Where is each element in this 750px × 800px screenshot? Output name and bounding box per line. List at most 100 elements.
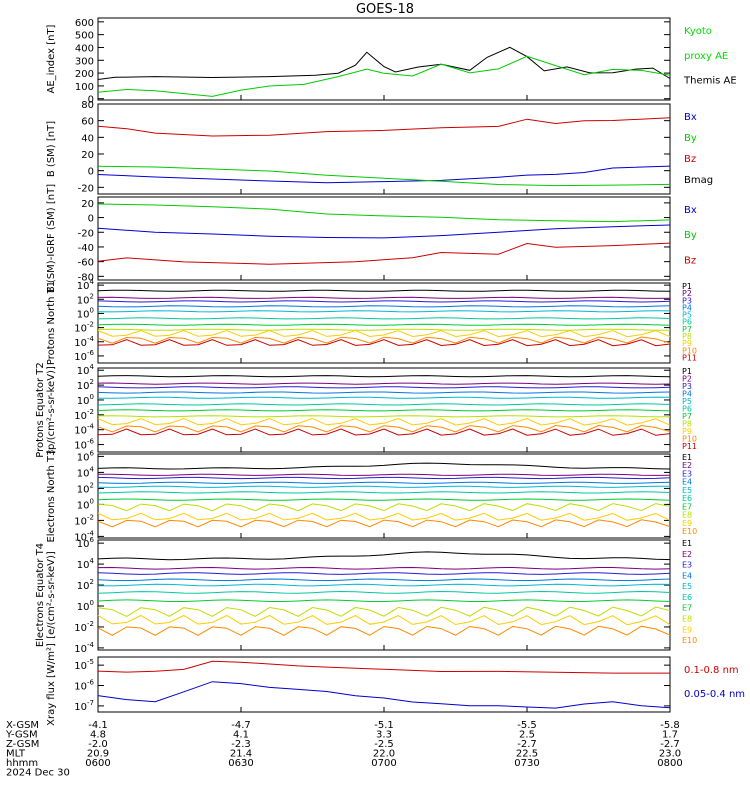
- legend-label: E9: [682, 625, 692, 634]
- x-axis-value: 4.1: [233, 730, 249, 741]
- series-line: [97, 117, 671, 137]
- legend-label: 0.05-0.4 nm: [684, 689, 745, 700]
- x-axis-value: 4.8: [90, 730, 106, 741]
- series-line: [97, 224, 671, 239]
- legend-label: E10: [682, 636, 697, 645]
- legend-label: P3: [682, 382, 692, 391]
- legend-label: E4: [682, 478, 692, 487]
- y-axis-label: Xray flux [W/m²]: [46, 643, 57, 726]
- series-line: [97, 382, 671, 385]
- y-tick-label: 20: [81, 199, 94, 210]
- legend-label: E8: [682, 614, 692, 623]
- series-line: [97, 551, 671, 561]
- y-tick-label: 600: [75, 18, 94, 29]
- legend-label: E1: [682, 539, 692, 548]
- y-tick-exponent: 4: [90, 465, 95, 473]
- series-line: [97, 336, 671, 344]
- panel-frame: [97, 103, 671, 195]
- y-tick-exponent: 6: [90, 449, 95, 457]
- y-tick-label: 10-4: [74, 335, 94, 349]
- y-tick-exponent: -2: [87, 408, 94, 416]
- legend-label: E2: [682, 461, 692, 470]
- legend-label: P7: [682, 412, 692, 421]
- x-axis-value: -2.5: [374, 739, 394, 750]
- y-tick-exponent: -6: [87, 679, 95, 687]
- panel-frame: [97, 539, 671, 651]
- y-tick-label: 100: [77, 306, 94, 320]
- y-axis-label: B (SM) [nT]: [46, 121, 57, 177]
- x-axis-row-label: MLT: [6, 749, 26, 760]
- x-axis-value: 23.0: [659, 749, 681, 760]
- legend-label: P3: [682, 296, 692, 305]
- y-tick-label: 20: [81, 150, 94, 161]
- y-tick-label: 10-5: [74, 658, 94, 672]
- series-line: [97, 386, 671, 389]
- series-line: [97, 485, 671, 488]
- x-axis-value: -4.1: [88, 720, 108, 731]
- y-tick-label: 100: [75, 82, 94, 93]
- y-tick-label: 10-4: [74, 641, 94, 655]
- y-tick-exponent: -7: [87, 699, 94, 707]
- y-tick-exponent: 6: [90, 536, 95, 544]
- y-tick-label: 102: [77, 578, 94, 592]
- series-line: [97, 300, 671, 303]
- series-line: [97, 391, 671, 394]
- series-line: [97, 583, 671, 587]
- y-tick-label: 500: [75, 31, 94, 42]
- series-line: [97, 476, 671, 480]
- x-axis-value: 0700: [371, 758, 396, 769]
- legend-label: Kyoto: [684, 26, 712, 37]
- legend-label: Bx: [684, 205, 697, 216]
- y-tick-exponent: -2: [87, 321, 94, 329]
- x-axis-value: 20.9: [87, 749, 109, 760]
- panel-7: 106 104 102 100 10-2 10-4 Electrons Equator T4…: [35, 536, 697, 655]
- y-tick-label: 100: [77, 393, 94, 407]
- y-tick-label: 100: [77, 497, 94, 511]
- x-axis-value: 22.0: [373, 749, 395, 760]
- legend-label: E6: [682, 494, 692, 503]
- y-axis-label: AE_index [nT]: [46, 24, 57, 93]
- x-axis-row-label: hhmm: [6, 758, 38, 769]
- y-tick-exponent: -6: [87, 438, 95, 446]
- x-axis-value: 1.7: [662, 730, 678, 741]
- legend-label: E8: [682, 511, 692, 520]
- x-axis-value: -5.5: [517, 720, 537, 731]
- y-tick-label: 10-2: [74, 408, 94, 422]
- x-axis-value: -4.7: [231, 720, 251, 731]
- y-tick-exponent: -4: [87, 335, 95, 343]
- y-tick-label: 102: [77, 378, 94, 392]
- series-line: [97, 578, 671, 582]
- x-axis-value: 3.3: [376, 730, 392, 741]
- legend-label: E4: [682, 571, 692, 580]
- y-axis-label: Electrons Equator T4: [35, 543, 46, 647]
- y-tick-exponent: 0: [90, 306, 94, 314]
- legend-label: P11: [682, 353, 697, 362]
- x-axis-value: -2.3: [231, 739, 251, 750]
- y-tick-label: 60: [81, 117, 94, 128]
- legend-label: P1: [682, 367, 692, 376]
- legend-label: P1: [682, 282, 692, 291]
- series-line: [97, 409, 671, 412]
- y-tick-exponent: 2: [90, 378, 94, 386]
- y-tick-exponent: -4: [87, 641, 95, 649]
- y-tick-label: 10-4: [74, 423, 94, 437]
- legend-label: P4: [682, 303, 692, 312]
- y-tick-exponent: 2: [90, 578, 94, 586]
- panel-frame: [97, 367, 671, 453]
- y-tick-label: 0: [88, 95, 94, 106]
- legend-label: P10: [682, 346, 697, 355]
- panel-8: 10-5 10-6 10-7 Xray flux [W/m²] 0.1-0.8 nm 0.…: [46, 643, 745, 726]
- legend-label: Themis AE: [683, 76, 737, 87]
- y-tick-exponent: -2: [87, 513, 94, 521]
- y-axis-label: Protons Equator T2: [35, 362, 46, 458]
- series-line: [97, 403, 671, 406]
- series-line: [97, 599, 671, 602]
- series-line: [97, 165, 671, 187]
- x-axis-value: 2.5: [519, 730, 535, 741]
- y-tick-exponent: -4: [87, 423, 95, 431]
- legend-label: P4: [682, 390, 692, 399]
- legend-label: P9: [682, 339, 692, 348]
- series-line: [97, 473, 671, 476]
- legend-label: E6: [682, 593, 692, 602]
